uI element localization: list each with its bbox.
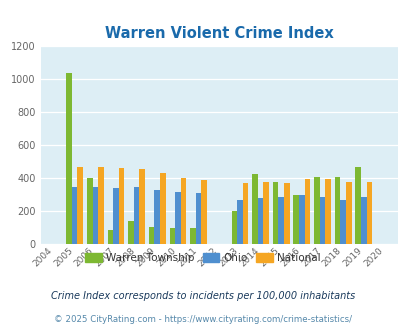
Bar [98,167,103,244]
Bar [119,168,124,244]
Bar [201,180,207,244]
Bar [334,177,339,244]
Bar [139,169,145,244]
Bar [77,167,83,244]
Bar [298,195,304,244]
Bar [257,198,263,244]
Bar [272,182,278,244]
Bar [366,182,371,244]
Bar [149,227,154,244]
Bar [339,200,345,244]
Bar [128,221,134,244]
Bar [283,183,289,244]
Bar [252,174,257,244]
Bar [231,211,237,244]
Bar [87,178,92,244]
Legend: Warren Township, Ohio, National: Warren Township, Ohio, National [81,249,324,267]
Bar [319,197,324,244]
Bar [263,182,268,244]
Bar [313,178,319,244]
Bar [278,197,283,244]
Bar [180,178,186,244]
Bar [107,230,113,244]
Bar [190,228,195,244]
Bar [113,188,119,244]
Bar [66,74,72,244]
Bar [92,187,98,244]
Text: © 2025 CityRating.com - https://www.cityrating.com/crime-statistics/: © 2025 CityRating.com - https://www.city… [54,315,351,324]
Bar [175,192,180,244]
Bar [160,173,165,244]
Title: Warren Violent Crime Index: Warren Violent Crime Index [104,26,333,41]
Bar [360,197,366,244]
Bar [237,200,242,244]
Bar [169,228,175,244]
Bar [154,190,160,244]
Bar [242,183,247,244]
Bar [72,187,77,244]
Bar [354,168,360,244]
Bar [304,180,309,244]
Bar [195,193,201,244]
Bar [134,187,139,244]
Bar [293,195,298,244]
Bar [324,179,330,244]
Bar [345,182,351,244]
Text: Crime Index corresponds to incidents per 100,000 inhabitants: Crime Index corresponds to incidents per… [51,291,354,301]
